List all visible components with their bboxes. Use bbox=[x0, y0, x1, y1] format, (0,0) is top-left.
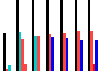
Bar bbox=[24, 64, 27, 71]
Bar bbox=[8, 65, 11, 71]
Bar bbox=[37, 36, 40, 71]
Bar bbox=[75, 0, 77, 71]
Bar bbox=[77, 31, 80, 71]
Bar bbox=[51, 37, 54, 71]
Bar bbox=[93, 64, 96, 71]
Bar bbox=[16, 0, 19, 71]
Bar bbox=[63, 33, 66, 71]
Bar bbox=[90, 31, 93, 71]
Bar bbox=[60, 0, 63, 71]
Bar bbox=[19, 32, 21, 71]
Bar bbox=[3, 33, 6, 71]
Bar bbox=[66, 38, 68, 71]
Bar bbox=[34, 36, 37, 71]
Bar bbox=[32, 0, 34, 71]
Bar bbox=[21, 39, 24, 71]
Bar bbox=[6, 69, 8, 71]
Bar bbox=[80, 40, 82, 71]
Bar bbox=[88, 0, 90, 71]
Bar bbox=[46, 0, 49, 71]
Bar bbox=[96, 40, 98, 71]
Bar bbox=[49, 34, 51, 71]
